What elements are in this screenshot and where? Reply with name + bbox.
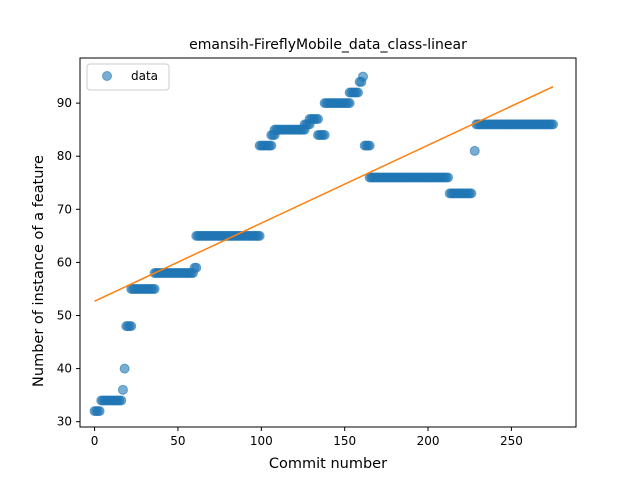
data-point [364, 140, 375, 151]
data-point [116, 395, 127, 406]
data-point [254, 230, 265, 241]
data-point [358, 71, 369, 82]
legend-marker-data [102, 71, 112, 81]
y-tick-label: 70 [57, 202, 72, 216]
data-point [126, 321, 137, 332]
data-point [344, 98, 355, 109]
y-tick-label: 60 [57, 255, 72, 269]
data-point [319, 129, 330, 140]
chart-title: emansih-FireflyMobile_data_class-linear [189, 37, 467, 53]
data-point [469, 145, 480, 156]
x-tick-label: 250 [500, 434, 523, 448]
data-point [466, 188, 477, 199]
fit-line [94, 85, 554, 302]
plot-area: 0 50 100 150 200 250 30 40 50 60 70 80 90 [57, 57, 577, 448]
data-point [117, 384, 128, 395]
data-point [191, 262, 202, 273]
data-point [313, 114, 323, 125]
y-tick-label: 30 [57, 415, 72, 429]
data-point [548, 119, 559, 130]
legend: data [86, 63, 170, 91]
data-point [119, 363, 130, 374]
y-tick-label: 40 [57, 362, 72, 376]
y-tick-label: 80 [57, 149, 72, 163]
data-point [443, 172, 454, 183]
x-tick-label: 100 [250, 434, 273, 448]
data-point [94, 406, 105, 417]
legend-box [86, 63, 170, 91]
legend-label-data: data [131, 69, 158, 83]
scatter-series-data [89, 71, 559, 417]
y-tick-label: 50 [57, 309, 72, 323]
y-tick-label: 90 [57, 96, 72, 110]
data-point [353, 87, 364, 98]
y-axis-label: Number of instance of a feature [31, 155, 47, 387]
x-axis-label: Commit number [269, 456, 387, 472]
x-tick-label: 50 [170, 434, 185, 448]
x-tick-label: 200 [417, 434, 440, 448]
data-point [266, 140, 277, 151]
axes-frame [79, 57, 577, 428]
data-point [149, 283, 160, 294]
x-tick-label: 0 [91, 434, 99, 448]
x-tick-label: 150 [333, 434, 356, 448]
